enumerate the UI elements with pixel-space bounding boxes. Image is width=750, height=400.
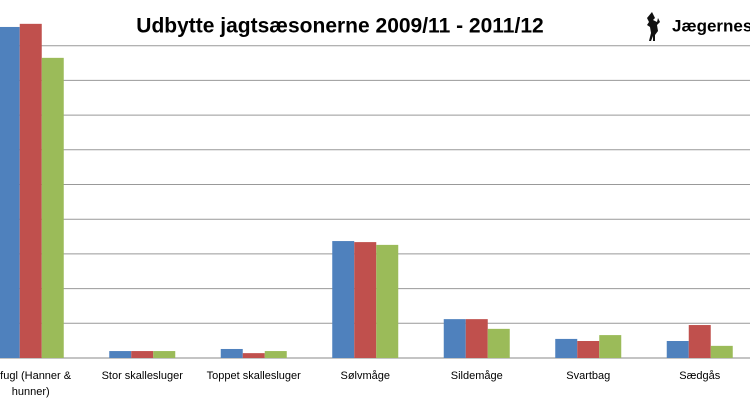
bar — [109, 351, 132, 358]
chart-title: Udbytte jagtsæsonerne 2009/11 - 2011/12 — [136, 15, 543, 38]
bar — [376, 244, 399, 358]
bar — [19, 23, 42, 359]
bar — [41, 57, 64, 358]
bar — [131, 351, 154, 358]
bar — [153, 351, 176, 358]
bar — [599, 335, 622, 358]
x-tick-label: erfugl (Hanner &hunner) — [0, 370, 72, 398]
bar — [0, 26, 20, 358]
bar — [354, 242, 377, 358]
x-tick-label: Sædgås — [679, 370, 720, 382]
logo-icon — [647, 12, 660, 41]
bar — [666, 340, 689, 358]
bar — [487, 328, 510, 358]
bar — [220, 348, 243, 358]
x-tick-label: Toppet skallesluger — [207, 370, 302, 382]
x-tick-label: Svartbag — [566, 370, 610, 382]
logo-text: Jægernes — [672, 16, 750, 35]
bar — [332, 241, 355, 358]
deer-icon — [647, 12, 660, 41]
bar — [242, 353, 265, 358]
bar — [710, 345, 733, 358]
x-tick-label: Sølvmåge — [340, 370, 390, 382]
x-tick-label: Stor skallesluger — [102, 370, 184, 382]
bar — [555, 338, 578, 358]
bar — [577, 340, 600, 358]
bar — [443, 319, 466, 358]
x-tick-label: Sildemåge — [451, 370, 503, 382]
bar — [465, 319, 488, 358]
bar — [264, 351, 287, 358]
bar — [688, 325, 711, 358]
